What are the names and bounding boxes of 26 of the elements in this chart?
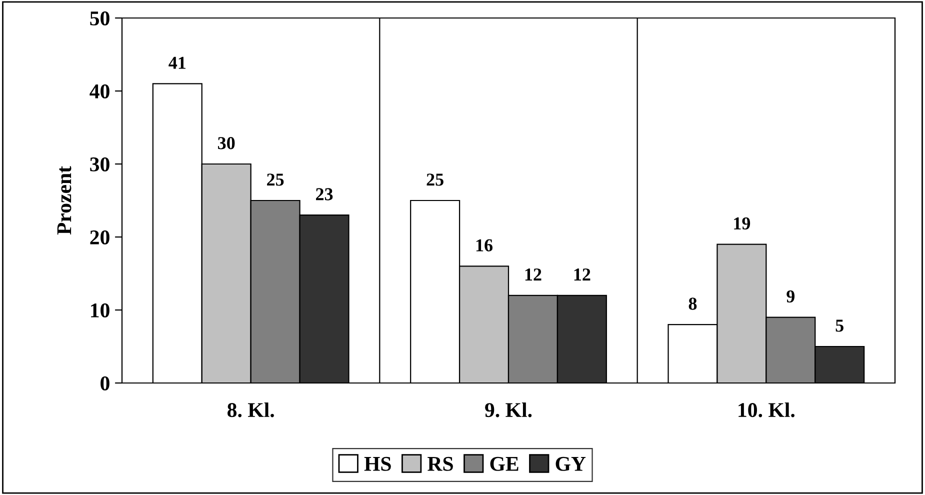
legend-label: RS <box>428 456 453 471</box>
data-label: 19 <box>734 217 750 230</box>
y-tick-label: 30 <box>90 157 110 172</box>
legend-label: GE <box>490 456 518 471</box>
data-label: 25 <box>426 174 444 186</box>
data-label: 16 <box>476 239 493 252</box>
data-label: 23 <box>316 188 333 200</box>
data-label: 41 <box>168 56 186 69</box>
x-tick-label: 9. Kl. <box>485 402 532 418</box>
y-tick-label: 10 <box>91 303 110 318</box>
y-tick-label: 20 <box>90 230 110 244</box>
y-tick-label: 40 <box>90 84 110 98</box>
x-tick-label: 10. Kl. <box>738 402 794 418</box>
data-label: 8 <box>688 298 697 310</box>
y-axis-title: Prozent <box>57 166 72 235</box>
data-label: 12 <box>574 268 590 280</box>
data-label: 30 <box>218 137 235 150</box>
x-tick-label: 8. Kl. <box>228 402 274 418</box>
data-label: 5 <box>836 320 844 332</box>
y-tick-label: 0 <box>100 376 110 390</box>
data-label: 25 <box>267 174 284 186</box>
legend-label: GY <box>556 456 586 471</box>
data-label: 9 <box>786 290 795 303</box>
data-label: 12 <box>525 268 542 280</box>
y-tick-label: 50 <box>90 11 110 26</box>
legend-label: HS <box>364 456 391 471</box>
